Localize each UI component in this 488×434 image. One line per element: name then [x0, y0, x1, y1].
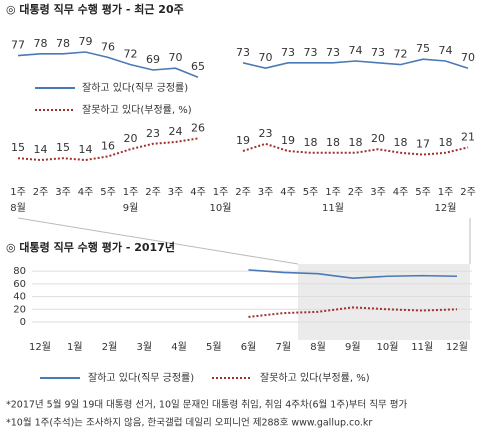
x-tick-label: 4주: [78, 187, 94, 198]
chart-title: ◎ 대통령 직무 수행 평가 - 최근 20주: [6, 2, 184, 16]
data-label: 20: [371, 132, 385, 145]
x-tick-label: 3주: [370, 187, 386, 198]
y-tick-label: 0: [20, 317, 26, 328]
x-tick-label: 6월: [241, 341, 257, 353]
data-label: 18: [304, 136, 318, 149]
data-label: 74: [349, 44, 363, 57]
data-label: 73: [236, 46, 250, 59]
y-tick-label: 20: [13, 304, 26, 315]
legend-label: 잘하고 있다(직무 긍정률): [88, 371, 194, 384]
data-label: 70: [461, 51, 475, 64]
x-tick-label: 12월: [29, 341, 51, 353]
data-label: 76: [101, 40, 115, 53]
data-label: 18: [394, 136, 408, 149]
data-label: 69: [146, 53, 160, 66]
data-label: 73: [304, 46, 318, 59]
x-tick-label: 3주: [168, 187, 184, 198]
data-label: 70: [169, 51, 183, 64]
x-tick-label: 1주: [438, 187, 454, 198]
month-label: 11월: [322, 202, 344, 214]
footnote: *10월 1주(추석)는 조사하지 않음, 한국갤럽 데일리 오피니언 제288…: [6, 417, 372, 429]
data-label: 74: [439, 44, 453, 57]
data-line: [248, 269, 458, 279]
x-tick-label: 2주: [33, 187, 49, 198]
legend-label: 잘못하고 있다(부정률, %): [82, 103, 192, 116]
x-tick-label: 4주: [280, 187, 296, 198]
x-tick-label: 1주: [325, 187, 341, 198]
data-label: 19: [236, 134, 250, 147]
x-tick-label: 1주: [123, 187, 139, 198]
data-label: 18: [349, 136, 363, 149]
x-tick-label: 5주: [100, 187, 116, 198]
x-tick-label: 4주: [393, 187, 409, 198]
data-line: [17, 137, 469, 162]
x-tick-label: 8월: [310, 341, 326, 353]
x-tick-label: 12월: [446, 341, 468, 353]
data-label: 16: [101, 139, 115, 152]
x-tick-label: 4주: [190, 187, 206, 198]
x-tick-label: 11월: [411, 341, 433, 353]
data-label: 73: [281, 46, 295, 59]
data-label: 23: [259, 127, 273, 140]
x-tick-label: 5주: [415, 187, 431, 198]
data-label: 19: [281, 134, 295, 147]
data-label: 73: [371, 46, 385, 59]
connector: [17, 217, 299, 265]
y-tick-label: 80: [13, 266, 26, 277]
month-label: 9월: [123, 202, 139, 214]
x-tick-label: 5월: [206, 341, 222, 353]
x-tick-label: 1월: [67, 341, 83, 353]
data-label: 21: [461, 130, 475, 143]
data-label: 18: [326, 136, 340, 149]
x-tick-label: 4월: [171, 341, 187, 353]
x-tick-label: 9월: [345, 341, 361, 353]
data-label: 20: [124, 132, 138, 145]
x-tick-label: 3주: [258, 187, 274, 198]
data-label: 70: [259, 51, 273, 64]
data-label: 18: [439, 136, 453, 149]
data-label: 15: [56, 141, 70, 154]
x-tick-label: 1주: [10, 187, 26, 198]
y-tick-label: 60: [13, 279, 26, 290]
data-label: 24: [169, 125, 183, 138]
data-label: 73: [326, 46, 340, 59]
x-tick-label: 10월: [377, 341, 399, 353]
data-label: 14: [79, 143, 93, 156]
footnote: *2017년 5월 9일 19대 대통령 선거, 10일 문재인 대통령 취임,…: [6, 399, 408, 411]
month-label: 12월: [435, 202, 457, 214]
x-tick-label: 2주: [235, 187, 251, 198]
x-tick-label: 3주: [55, 187, 71, 198]
data-label: 78: [34, 37, 48, 50]
data-label: 77: [11, 39, 25, 52]
data-label: 15: [11, 141, 25, 154]
data-label: 26: [191, 121, 205, 134]
x-tick-label: 2주: [460, 187, 476, 198]
x-tick-label: 7월: [275, 341, 291, 353]
data-label: 14: [34, 143, 48, 156]
chart-title: ◎ 대통령 직무 수행 평가 - 2017년: [6, 240, 175, 254]
y-tick-label: 40: [13, 292, 26, 303]
data-line: [17, 51, 469, 78]
legend-label: 잘하고 있다(직무 긍정률): [82, 81, 188, 94]
data-label: 78: [56, 37, 70, 50]
data-label: 23: [146, 127, 160, 140]
x-tick-label: 2주: [145, 187, 161, 198]
data-label: 72: [124, 48, 138, 61]
legend-label: 잘못하고 있다(부정률, %): [260, 371, 370, 384]
month-label: 10월: [210, 202, 232, 214]
data-line: [248, 306, 458, 318]
x-tick-label: 2월: [102, 341, 118, 353]
x-tick-label: 3월: [136, 341, 152, 353]
x-tick-label: 1주: [213, 187, 229, 198]
month-label: 8월: [10, 202, 26, 214]
data-label: 65: [191, 60, 205, 73]
data-label: 79: [79, 35, 93, 48]
x-tick-label: 5주: [303, 187, 319, 198]
data-label: 75: [416, 42, 430, 55]
data-label: 72: [394, 48, 408, 61]
x-tick-label: 2주: [348, 187, 364, 198]
data-label: 17: [416, 138, 430, 151]
